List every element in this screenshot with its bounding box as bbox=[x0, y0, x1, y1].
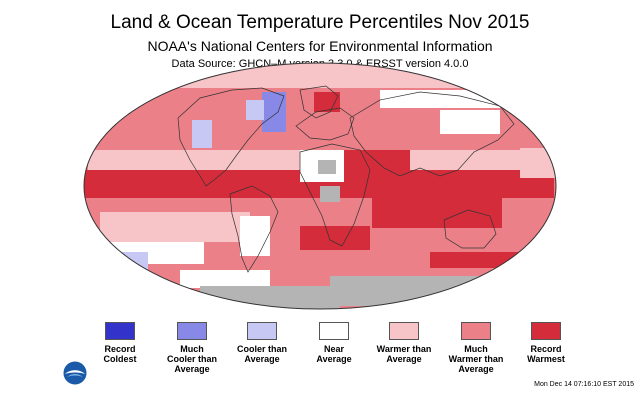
legend-swatch bbox=[105, 322, 135, 340]
tropical-band-s bbox=[90, 198, 320, 212]
legend-swatch bbox=[177, 322, 207, 340]
legend-label: Near Average bbox=[316, 344, 352, 364]
legend-item-record-coldest: Record Coldest bbox=[85, 322, 155, 364]
map-title: Land & Ocean Temperature Percentiles Nov… bbox=[110, 12, 530, 33]
continent-asia bbox=[349, 91, 515, 177]
legend-swatch bbox=[319, 322, 349, 340]
continents bbox=[177, 85, 515, 273]
continent-south-america bbox=[229, 185, 279, 273]
labrador-sea bbox=[262, 92, 286, 132]
legend-label: Warmer than Average bbox=[376, 344, 432, 364]
central-africa-nodata bbox=[320, 186, 340, 202]
legend-item-much-warmer: Much Warmer than Average bbox=[441, 322, 511, 374]
south-america-near bbox=[240, 216, 270, 256]
southern-ocean-cold bbox=[96, 266, 132, 284]
canada-cold bbox=[192, 120, 212, 148]
legend-item-record-warmest: Record Warmest bbox=[511, 322, 581, 364]
legend-swatch bbox=[461, 322, 491, 340]
east-pacific bbox=[520, 148, 556, 178]
legend-label: Much Warmer than Average bbox=[448, 344, 504, 374]
siberia-near bbox=[380, 90, 500, 108]
legend-label: Record Coldest bbox=[103, 344, 137, 364]
arctic-warm bbox=[314, 92, 340, 112]
tasman-sea bbox=[430, 252, 520, 268]
legend-item-warmer: Warmer than Average bbox=[369, 322, 439, 364]
south-atlantic bbox=[300, 226, 370, 250]
legend-label: Much Cooler than Average bbox=[166, 344, 217, 374]
continent-africa bbox=[299, 143, 371, 247]
baffin bbox=[246, 100, 264, 120]
legend-label: Record Warmest bbox=[527, 344, 565, 364]
noaa-logo-icon bbox=[62, 360, 88, 386]
map-subtitle: NOAA's National Centers for Environmenta… bbox=[147, 38, 493, 54]
timestamp: Mon Dec 14 07:16:10 EST 2015 bbox=[534, 381, 634, 388]
legend-label: Cooler than Average bbox=[236, 344, 287, 364]
indian-ocean-s bbox=[380, 228, 490, 254]
arctic-band bbox=[84, 63, 556, 88]
legend-swatch bbox=[389, 322, 419, 340]
continent-australia bbox=[443, 209, 497, 249]
legend-swatch bbox=[247, 322, 277, 340]
asia-near bbox=[440, 110, 500, 134]
continent-greenland bbox=[299, 85, 339, 119]
south-pacific bbox=[100, 212, 250, 242]
map-area bbox=[84, 63, 556, 309]
globe-outline bbox=[83, 62, 557, 310]
legend-item-near: Near Average bbox=[299, 322, 369, 364]
legend-item-cooler: Cooler than Average bbox=[227, 322, 297, 364]
legend-item-much-cooler: Much Cooler than Average bbox=[157, 322, 227, 374]
continent-north-america bbox=[177, 87, 285, 187]
indian-ocean bbox=[372, 196, 502, 228]
sahara-nodata bbox=[318, 160, 336, 174]
legend-swatch bbox=[531, 322, 561, 340]
southern-ocean-c bbox=[180, 270, 270, 288]
southern-ocean-sw bbox=[88, 252, 148, 282]
antarctica bbox=[330, 276, 520, 306]
continent-europe bbox=[295, 107, 355, 141]
